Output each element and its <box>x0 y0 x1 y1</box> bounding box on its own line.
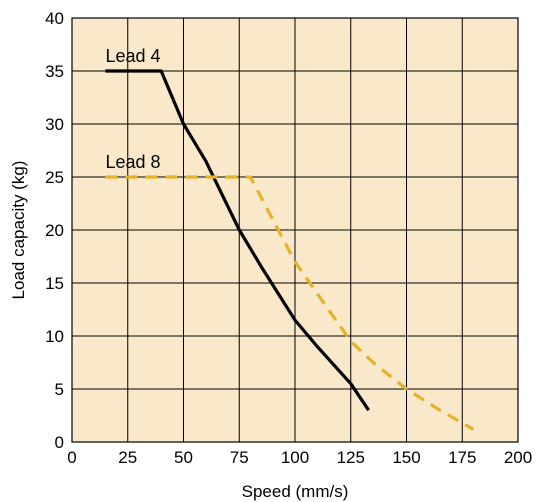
y-tick-label: 40 <box>45 9 64 28</box>
x-tick-label: 100 <box>281 448 309 467</box>
x-tick-label: 175 <box>448 448 476 467</box>
series-label-1: Lead 4 <box>105 46 160 66</box>
series-label-2: Lead 8 <box>105 152 160 172</box>
y-axis-ticks: 0 5 10 15 20 25 30 35 40 <box>45 9 64 452</box>
x-tick-label: 25 <box>118 448 137 467</box>
x-tick-label: 50 <box>174 448 193 467</box>
y-axis-label: Load capacity (kg) <box>9 161 28 300</box>
x-tick-label: 75 <box>230 448 249 467</box>
series-line-2 <box>105 175 475 431</box>
x-tick-label: 0 <box>67 448 76 467</box>
series-line-1 <box>105 69 370 412</box>
series-labels: Lead 4 Lead 8 <box>105 46 160 172</box>
y-tick-label: 10 <box>45 327 64 346</box>
y-tick-label: 25 <box>45 168 64 187</box>
y-tick-label: 5 <box>55 380 64 399</box>
x-axis-ticks: 0 25 50 75 100 125 150 175 200 <box>67 448 532 467</box>
x-tick-label: 125 <box>337 448 365 467</box>
x-tick-label: 150 <box>392 448 420 467</box>
x-tick-label: 200 <box>504 448 532 467</box>
y-tick-label: 30 <box>45 115 64 134</box>
y-tick-label: 35 <box>45 62 64 81</box>
y-tick-label: 0 <box>55 433 64 452</box>
series-layer <box>105 69 475 431</box>
y-tick-label: 20 <box>45 221 64 240</box>
y-tick-label: 15 <box>45 274 64 293</box>
plot-frame <box>71 17 519 443</box>
x-axis-label: Speed (mm/s) <box>242 482 349 501</box>
